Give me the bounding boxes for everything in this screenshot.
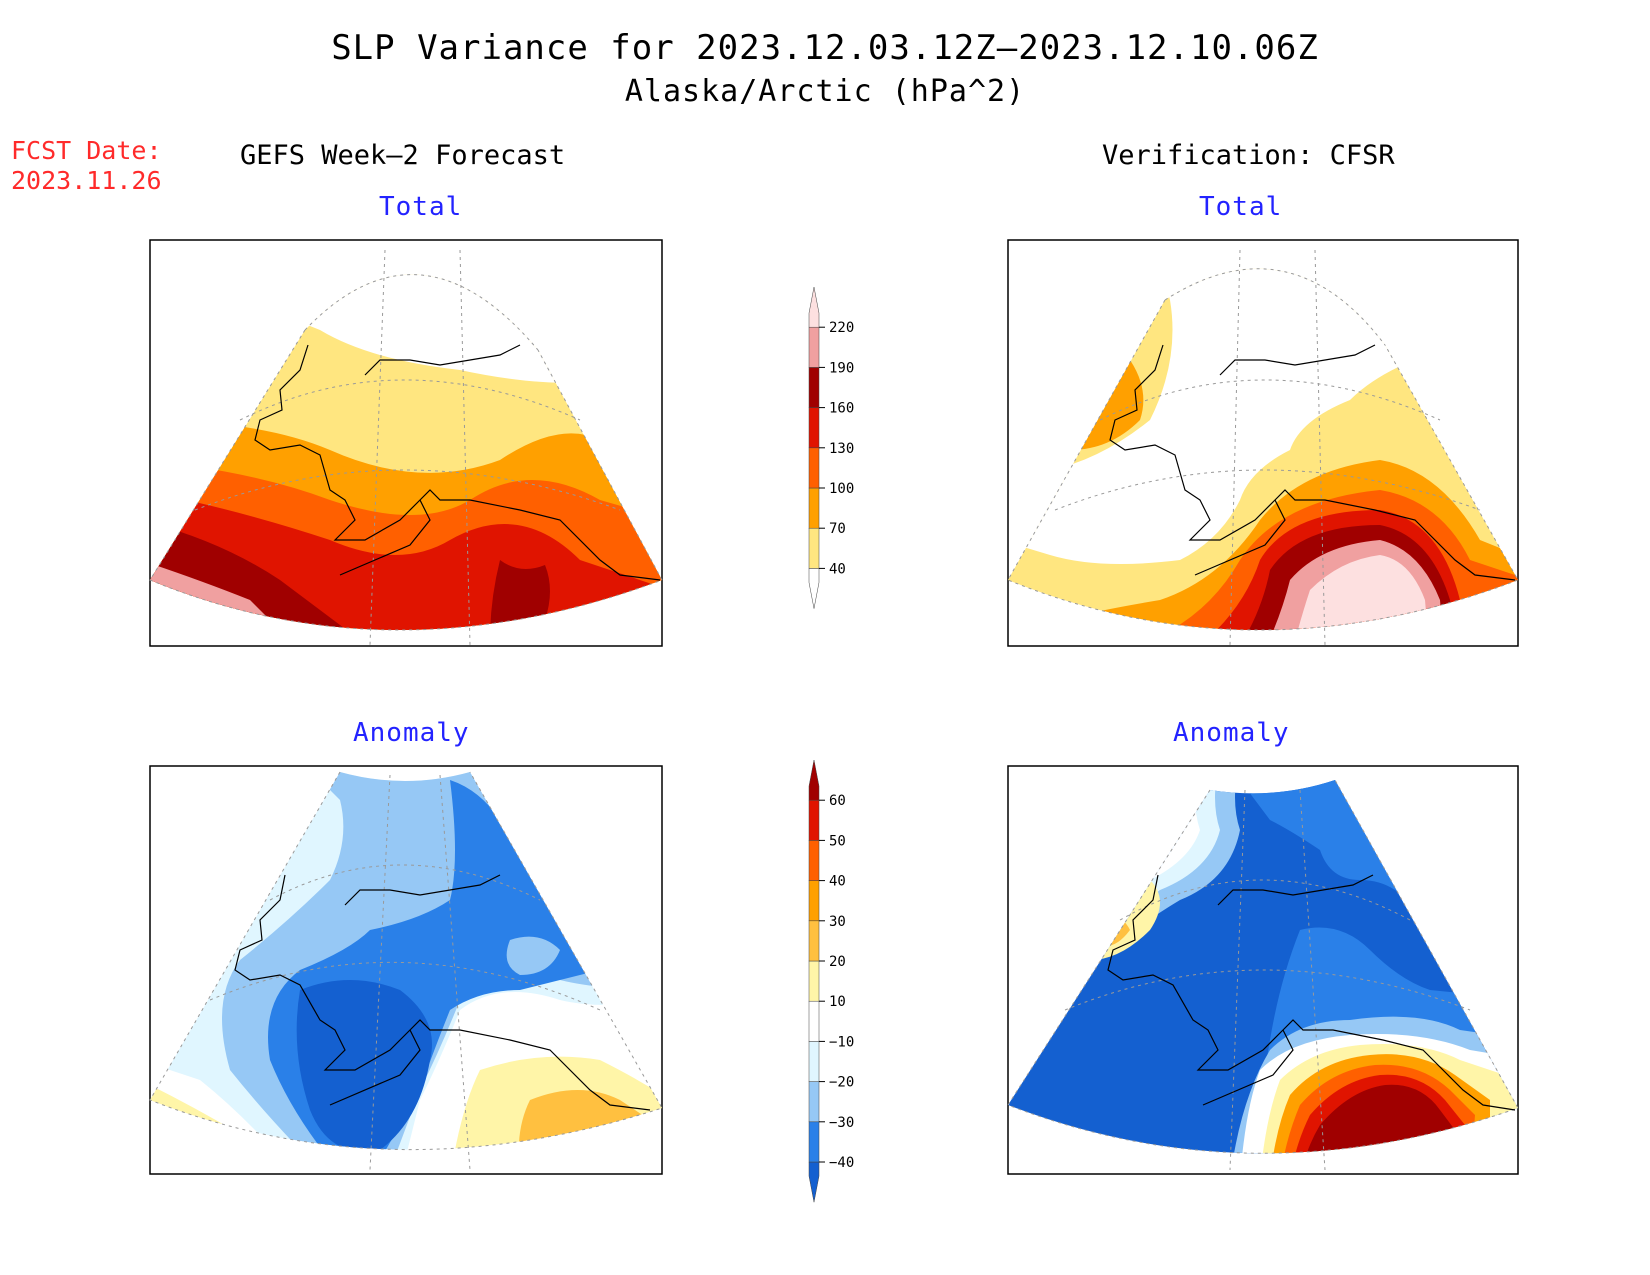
fcst-date-value: 2023.11.26 (11, 166, 162, 195)
anomaly-colorbar-tick-label: 30 (829, 914, 846, 930)
forecast-anomaly-title: Anomaly (353, 718, 470, 748)
verification-total-map (1007, 239, 1519, 647)
total-colorbar-tick-label: 160 (829, 401, 854, 417)
total-colorbar-segment-3 (808, 447, 820, 489)
forecast-anomaly-coastline (234, 874, 651, 1111)
anomaly-colorbar-tick-label: 60 (829, 793, 846, 809)
total-colorbar-segment-5 (808, 367, 820, 408)
total-colorbar-tick-label: 130 (829, 441, 854, 457)
forecast-anomaly-map (149, 765, 663, 1175)
forecast-column-heading: GEFS Week–2 Forecast (240, 140, 566, 171)
main-title: SLP Variance for 2023.12.03.12Z–2023.12.… (331, 28, 1319, 68)
anomaly-colorbar-segment-9 (808, 799, 820, 841)
total-colorbar: 40 70 100 130 160 190 220 (808, 286, 854, 609)
total-colorbar-tick-label: 220 (829, 320, 854, 336)
total-colorbar-segment-1 (808, 527, 820, 569)
anomaly-colorbar-segment-7 (808, 880, 820, 922)
total-colorbar-tick-label: 70 (829, 521, 846, 537)
anomaly-colorbar-tick-label: −20 (829, 1075, 854, 1091)
anomaly-colorbar-segment-4 (808, 1000, 820, 1042)
forecast-total-coastline (254, 344, 661, 581)
anomaly-colorbar-tick-label: 10 (829, 994, 846, 1010)
anomaly-colorbar-segment-3 (808, 1041, 820, 1082)
anomaly-colorbar-tick-label: −30 (829, 1115, 854, 1131)
verification-anomaly-title: Anomaly (1173, 718, 1290, 748)
total-colorbar-segment-0 (808, 568, 820, 609)
total-colorbar-tick-label: 100 (829, 481, 854, 497)
anomaly-colorbar-segment-1 (808, 1121, 820, 1163)
fcst-date-line1: FCST Date: (11, 136, 162, 165)
total-colorbar-segment-2 (808, 487, 820, 529)
main-subtitle: Alaska/Arctic (hPa^2) (624, 74, 1026, 109)
anomaly-colorbar-tick-label: 20 (829, 954, 846, 970)
forecast-total-map (149, 239, 663, 647)
verification-total-coastline (1109, 344, 1516, 581)
anomaly-colorbar-tick-label: 50 (829, 833, 846, 849)
total-colorbar-segment-6 (808, 326, 820, 368)
anomaly-colorbar-segment-0 (808, 1161, 820, 1203)
total-colorbar-tick-label: 190 (829, 360, 854, 376)
fcst-date-label: FCST Date: 2023.11.26 (11, 136, 162, 196)
anomaly-colorbar-tick-label: 40 (829, 874, 846, 890)
verification-column-heading: Verification: CFSR (1102, 140, 1395, 171)
verification-total-title: Total (1199, 192, 1283, 222)
anomaly-colorbar-segment-6 (808, 920, 820, 962)
anomaly-colorbar-segment-5 (808, 960, 820, 1002)
forecast-total-title: Total (379, 192, 463, 222)
verification-anomaly-map (1007, 765, 1519, 1175)
total-colorbar-tick-label: 40 (829, 561, 846, 577)
total-colorbar-segment-7 (808, 286, 820, 328)
anomaly-colorbar-segment-2 (808, 1081, 820, 1123)
anomaly-colorbar-segment-10 (808, 759, 820, 801)
anomaly-colorbar: −40 −30 −20 −10 10 20 30 40 50 60 (808, 759, 854, 1203)
anomaly-colorbar-segment-8 (808, 840, 820, 881)
anomaly-colorbar-tick-label: −10 (829, 1034, 854, 1050)
verification-anomaly-coastline (1107, 874, 1516, 1111)
total-colorbar-segment-4 (808, 407, 820, 449)
anomaly-colorbar-tick-label: −40 (829, 1155, 854, 1171)
